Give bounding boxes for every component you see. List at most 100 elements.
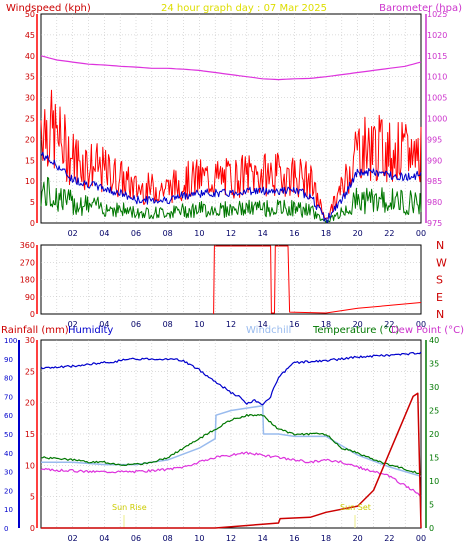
windspeed-tick-label: 0: [30, 219, 35, 228]
windspeed-lull-line: [40, 176, 422, 223]
barometer-tick-label: 980: [427, 198, 442, 207]
grid-lines: [41, 14, 421, 528]
humidity-tick-label: 90: [4, 356, 13, 364]
x-tick-label: 00: [416, 320, 426, 329]
x-tick-label: 16: [289, 320, 299, 329]
rainfall-tick-label: 30: [25, 336, 35, 345]
x-tick-label: 12: [226, 229, 236, 238]
barometer-tick-label: 975: [427, 219, 442, 228]
temperature-tick-label: 35: [429, 360, 439, 369]
humidity-tick-label: 50: [4, 431, 13, 439]
x-tick-label: 12: [226, 534, 236, 543]
compass-label: W: [436, 256, 447, 269]
x-tick-label: 20: [353, 320, 363, 329]
barometer-tick-label: 1000: [427, 115, 447, 124]
barometer-tick-label: 985: [427, 177, 442, 186]
x-tick-label: 04: [99, 534, 109, 543]
direction-tick-label: 360: [20, 241, 35, 250]
windspeed-tick-label: 5: [30, 198, 35, 207]
x-tick-label: 22: [384, 229, 394, 238]
barometer-tick-label: 1010: [427, 73, 447, 82]
windspeed-tick-label: 20: [25, 135, 35, 144]
barometer-tick-label: 1020: [427, 31, 447, 40]
windspeed-tick-label: 50: [25, 10, 35, 19]
x-tick-label: 10: [194, 229, 204, 238]
barometer-tick-label: 990: [427, 156, 442, 165]
x-tick-label: 18: [321, 229, 331, 238]
barometer-tick-label: 995: [427, 135, 442, 144]
barometer-tick-label: 1025: [427, 10, 447, 19]
x-tick-label: 08: [163, 534, 173, 543]
x-tick-label: 14: [258, 229, 268, 238]
x-tick-label: 14: [258, 320, 268, 329]
temperature-tick-label: 15: [429, 454, 439, 463]
humidity-tick-label: 20: [4, 487, 13, 495]
barometer-line: [40, 55, 422, 81]
humidity-tick-label: 80: [4, 375, 13, 383]
x-tick-label: 06: [131, 534, 141, 543]
humidity-tick-label: 70: [4, 393, 13, 401]
windspeed-tick-label: 35: [25, 73, 35, 82]
direction-tick-label: 0: [30, 310, 35, 319]
barometer-tick-label: 1015: [427, 52, 447, 61]
x-tick-label: 02: [68, 534, 78, 543]
windspeed-gust-line: [40, 89, 422, 221]
humidity-tick-label: 100: [4, 337, 17, 345]
dewpoint-line: [40, 451, 422, 497]
temperature-tick-label: 25: [429, 407, 439, 416]
humidity-tick-label: 0: [4, 525, 8, 533]
windspeed-axis-title: Windspeed (kph): [6, 3, 91, 14]
x-tick-label: 06: [131, 320, 141, 329]
x-tick-label: 18: [321, 534, 331, 543]
x-tick-label: 00: [416, 229, 426, 238]
wind-direction-line: [213, 245, 422, 315]
temperature-tick-label: 0: [429, 524, 434, 533]
direction-tick-label: 270: [20, 258, 35, 267]
data-series: [40, 55, 422, 529]
humidity-tick-label: 30: [4, 469, 13, 477]
x-tick-label: 04: [99, 320, 109, 329]
humidity-tick-label: 60: [4, 412, 13, 420]
humidity-tick-label: 10: [4, 506, 13, 514]
compass-label: N: [436, 308, 444, 321]
rainfall-tick-label: 0: [30, 524, 35, 533]
compass-label: N: [436, 239, 444, 252]
temperature-tick-label: 40: [429, 336, 439, 345]
rainfall-line: [41, 392, 422, 529]
barometer-tick-label: 1005: [427, 94, 447, 103]
barometer-axis-title: Barometer (hpa): [379, 3, 462, 14]
temperature-tick-label: 5: [429, 501, 434, 510]
rainfall-axis-title: Rainfall (mm): [1, 325, 69, 336]
windspeed-tick-label: 45: [25, 31, 35, 40]
x-tick-label: 12: [226, 320, 236, 329]
windchill-label: Windchill: [246, 325, 291, 336]
x-tick-label: 22: [384, 320, 394, 329]
chart-title: 24 hour graph day : 07 Mar 2025: [161, 3, 327, 14]
windspeed-tick-label: 40: [25, 52, 35, 61]
windspeed-tick-label: 15: [25, 156, 35, 165]
x-tick-label: 00: [416, 534, 426, 543]
temperature-line: [41, 413, 422, 475]
humidity-line: [40, 351, 422, 406]
direction-tick-label: 180: [20, 276, 35, 285]
x-tick-label: 18: [321, 320, 331, 329]
x-tick-label: 14: [258, 534, 268, 543]
rainfall-tick-label: 25: [25, 367, 35, 376]
windspeed-tick-label: 25: [25, 115, 35, 124]
windspeed-tick-label: 10: [25, 177, 35, 186]
dewpoint-label: Dew Point (°C): [391, 325, 464, 336]
x-tick-label: 08: [163, 320, 173, 329]
x-tick-label: 02: [68, 229, 78, 238]
humidity-axis-title: Humidity: [68, 325, 113, 336]
rainfall-tick-label: 5: [30, 493, 35, 502]
direction-tick-label: 90: [25, 293, 35, 302]
x-tick-label: 20: [353, 534, 363, 543]
sunrise-label: Sun Rise: [112, 503, 147, 512]
temperature-tick-label: 30: [429, 383, 439, 392]
x-tick-label: 06: [131, 229, 141, 238]
rainfall-tick-label: 20: [25, 399, 35, 408]
